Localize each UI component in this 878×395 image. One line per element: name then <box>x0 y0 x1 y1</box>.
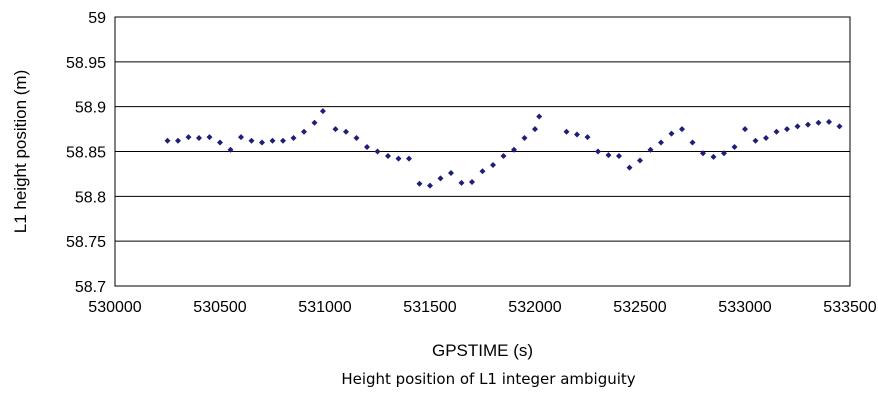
data-point <box>385 152 391 159</box>
data-point <box>206 134 213 141</box>
data-point <box>311 119 318 126</box>
data-point <box>353 135 360 142</box>
data-point <box>721 150 727 157</box>
data-point <box>290 135 297 142</box>
data-point <box>563 128 570 135</box>
data-point <box>301 128 307 135</box>
data-point <box>532 126 538 133</box>
data-point <box>374 148 381 155</box>
data-point <box>238 134 244 141</box>
y-tick-label: 58.8 <box>75 189 106 206</box>
x-axis-title: GPSTIME (s) <box>432 341 533 360</box>
data-point <box>710 153 717 160</box>
data-point <box>406 155 412 162</box>
x-axis-tick-labels: 530000 530500 531000 531500 532000 532500 5330… <box>88 299 876 316</box>
data-point <box>658 139 664 146</box>
data-point <box>332 126 339 133</box>
data-point <box>784 126 790 133</box>
data-point <box>395 155 402 162</box>
data-point <box>742 126 748 133</box>
y-axis-title: L1 height position (m) <box>11 70 30 233</box>
data-point <box>437 175 444 182</box>
data-point <box>773 128 780 135</box>
data-point <box>763 135 769 142</box>
data-point <box>416 180 423 187</box>
x-tick-label: 531500 <box>403 299 456 316</box>
data-point <box>175 137 181 144</box>
data-point <box>458 179 465 186</box>
y-tick-label: 58.9 <box>75 100 106 117</box>
data-point <box>227 146 234 153</box>
data-point <box>217 139 223 146</box>
data-point <box>700 150 706 157</box>
data-point <box>752 137 759 144</box>
data-point <box>248 137 255 144</box>
data-point <box>521 135 528 142</box>
data-point <box>637 157 643 164</box>
data-point <box>836 123 843 130</box>
data-point <box>595 148 601 155</box>
x-tick-label: 532500 <box>613 299 666 316</box>
data-point <box>826 118 832 125</box>
data-point <box>511 146 517 153</box>
y-tick-label: 59 <box>88 10 106 27</box>
data-point <box>500 152 507 159</box>
data-point <box>805 121 811 128</box>
x-tick-label: 531000 <box>298 299 351 316</box>
data-point <box>815 119 822 126</box>
y-tick-label: 58.85 <box>66 145 106 162</box>
data-point <box>731 144 738 151</box>
data-point <box>343 128 349 135</box>
data-point <box>469 178 475 185</box>
data-point <box>626 164 633 171</box>
x-tick-label: 533500 <box>823 299 876 316</box>
figure-caption: Height position of L1 integer ambiguity <box>341 370 635 388</box>
data-point <box>448 170 454 177</box>
x-tick-label: 532000 <box>508 299 561 316</box>
data-point <box>794 123 801 130</box>
plot-area-frame <box>114 16 851 287</box>
y-tick-label: 58.95 <box>66 55 106 72</box>
data-point <box>196 135 202 142</box>
data-point <box>479 168 486 175</box>
data-point <box>427 182 433 189</box>
data-point <box>584 134 591 141</box>
data-point <box>574 131 580 138</box>
data-point <box>647 146 654 153</box>
data-point <box>164 137 171 144</box>
x-tick-label: 530000 <box>88 299 141 316</box>
data-point <box>668 130 675 137</box>
data-point <box>679 126 685 133</box>
data-point <box>689 139 696 146</box>
y-tick-label: 58.7 <box>75 279 106 296</box>
data-point <box>364 144 370 151</box>
data-point <box>185 134 192 141</box>
data-points <box>164 108 843 189</box>
data-point <box>319 108 326 115</box>
x-tick-label: 533000 <box>718 299 771 316</box>
data-point <box>490 161 496 168</box>
data-point <box>536 113 543 120</box>
y-tick-label: 58.75 <box>66 234 106 251</box>
data-point <box>269 137 276 144</box>
data-point <box>605 152 612 159</box>
data-point <box>280 137 286 144</box>
y-axis-tick-labels: 58.7 58.75 58.8 58.85 58.9 58.95 59 <box>66 10 106 296</box>
data-point <box>259 139 265 146</box>
x-tick-label: 530500 <box>193 299 246 316</box>
data-point <box>616 152 622 159</box>
grid-lines <box>115 61 850 242</box>
